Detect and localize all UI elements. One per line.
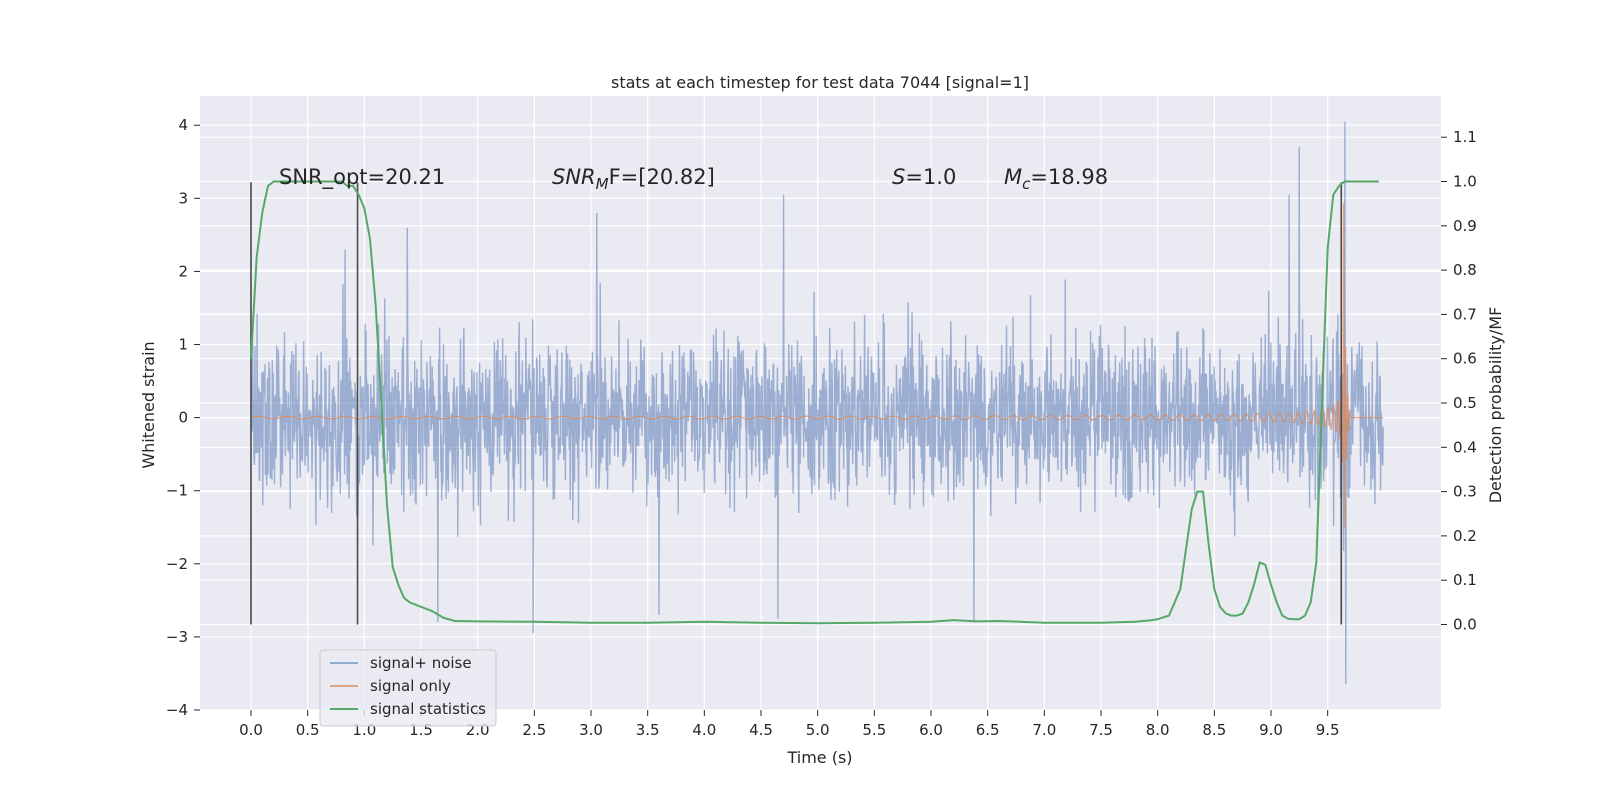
y-tick-label-2: −2 [166,555,188,573]
y-tick-label-1: −3 [166,628,188,646]
x-tick-label-5: 2.5 [522,721,546,739]
x-tick-label-10: 5.0 [806,721,830,739]
x-tick-label-9: 4.5 [749,721,773,739]
legend: signal+ noise signal only signal statist… [319,649,497,727]
y2-tick-label-8: 0.8 [1453,261,1477,279]
annotation-mc-rest: =18.98 [1030,165,1108,189]
series-signal-plus-noise [250,121,1384,685]
y-tick-label-3: −1 [166,482,188,500]
x-tick-label-11: 5.5 [862,721,886,739]
x-tick-label-1: 0.5 [296,721,320,739]
annotation-s: S=1.0 [892,165,956,189]
y2-tick-label-2: 0.2 [1453,527,1477,545]
x-tick-label-6: 3.0 [579,721,603,739]
annotation-snr-mf-sub: M [596,175,609,193]
series-signal-statistics [250,180,1379,625]
x-tick-label-14: 7.0 [1032,721,1056,739]
annotations: SNR_opt=20.21 SNRMF=[20.82] S=1.0 Mc=18.… [279,165,1108,193]
y-tick-label-0: −4 [166,701,188,719]
y-axis-label: Whitened strain [139,341,158,468]
signal-trace [250,203,1384,528]
noise-trace [250,121,1384,685]
y-tick-label-6: 2 [178,262,188,280]
legend-label-noise: signal+ noise [370,654,472,672]
x-tick-label-13: 6.5 [976,721,1000,739]
x-tick-label-19: 9.5 [1316,721,1340,739]
legend-label-stats: signal statistics [370,700,486,718]
x-tick-label-15: 7.5 [1089,721,1113,739]
y2-tick-label-4: 0.4 [1453,438,1477,456]
annotation-mc-sub: c [1022,175,1031,193]
series-signal-only [250,203,1384,528]
y2-tick-label-11: 1.1 [1453,128,1477,146]
annotation-snr-opt: SNR_opt=20.21 [279,165,445,190]
y2-tick-label-1: 0.1 [1453,571,1477,589]
annotation-mc-main: M [1004,165,1022,189]
annotation-snr-mf: SNRMF=[20.82] [552,165,715,193]
y-tick-label-7: 3 [178,189,188,207]
stats-trace [250,180,1379,625]
y2-tick-label-9: 0.9 [1453,217,1477,235]
x-tick-label-16: 8.0 [1146,721,1170,739]
y-axis: −4 −3 −2 −1 0 1 2 3 4 [166,116,200,719]
x-tick-label-17: 8.5 [1202,721,1226,739]
y2-tick-label-6: 0.6 [1453,350,1477,368]
x-tick-label-0: 0.0 [239,721,263,739]
y2-axis: 0.0 0.1 0.2 0.3 0.4 0.5 0.6 0.7 0.8 0.9 1.0 1.1 [1441,128,1477,634]
x-axis: 0.0 0.5 1.0 1.5 2.0 2.5 3.0 3.5 4.0 4.5 5.0 5.5 6.0 6… [239,710,1340,739]
y2-tick-label-7: 0.7 [1453,305,1477,323]
marker-lines [250,182,1343,625]
y2-axis-label: Detection probability/MF [1486,307,1505,504]
y2-tick-label-5: 0.5 [1453,394,1477,412]
annotation-mc: Mc=18.98 [1004,165,1108,193]
annotation-s-rest: =1.0 [905,165,956,189]
x-tick-label-12: 6.0 [919,721,943,739]
x-tick-label-8: 4.0 [692,721,716,739]
x-tick-label-7: 3.5 [636,721,660,739]
chart-title: stats at each timestep for test data 704… [611,73,1029,92]
legend-box [319,649,497,727]
annotation-snr-mf-main: SNR [552,165,596,189]
y2-tick-label-10: 1.0 [1453,172,1477,190]
y-tick-label-4: 0 [178,409,188,427]
y2-tick-label-3: 0.3 [1453,483,1477,501]
annotation-snr-mf-rest: F=[20.82] [609,165,715,189]
y-tick-label-5: 1 [178,336,188,354]
x-axis-label: Time (s) [786,748,852,767]
y-tick-label-8: 4 [178,116,188,134]
legend-label-signal: signal only [370,677,451,695]
annotation-s-main: S [892,165,905,189]
x-tick-label-18: 9.0 [1259,721,1283,739]
y2-tick-label-0: 0.0 [1453,616,1477,634]
